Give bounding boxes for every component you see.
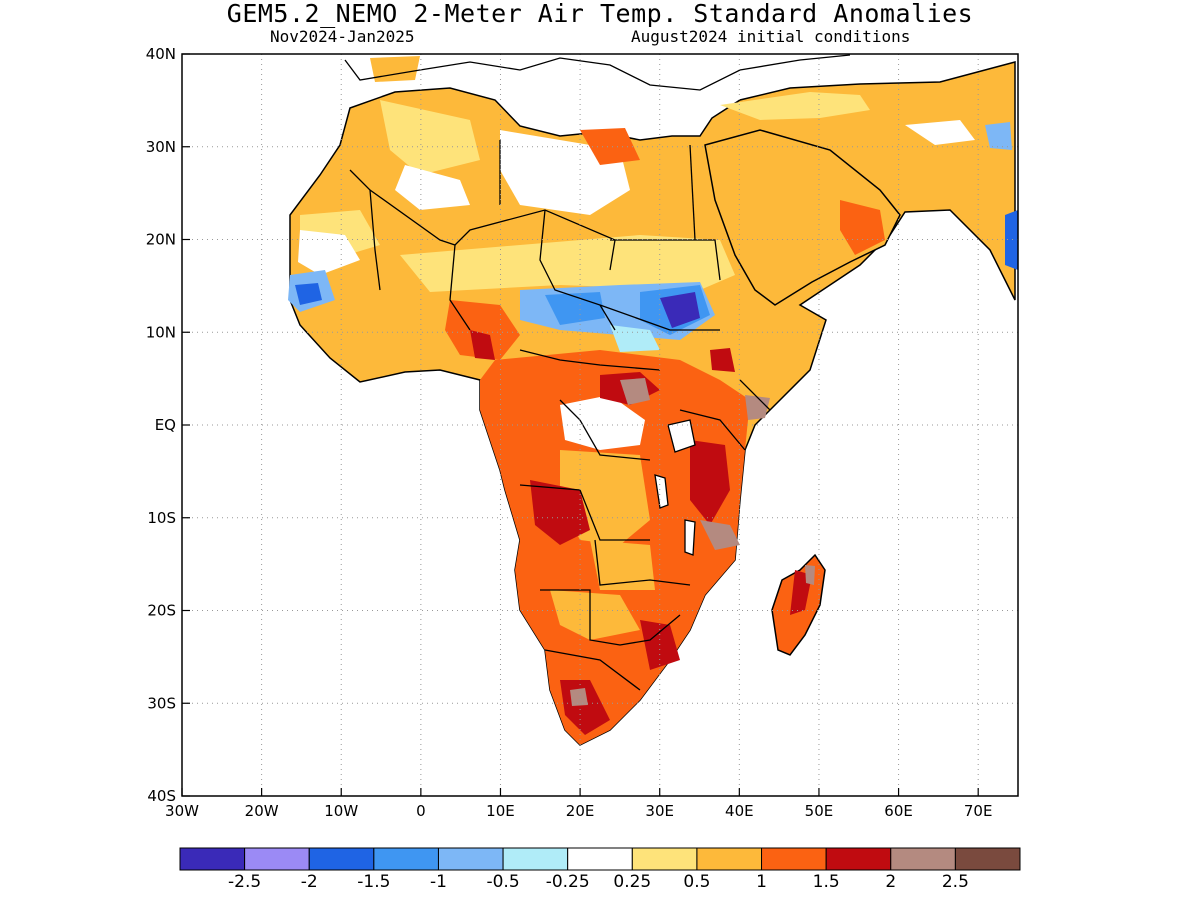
colorbar-label: -1.5 [357,872,390,892]
x-tick-label: 20W [245,802,279,820]
y-tick-label: 40S [147,787,176,805]
x-axis: 30W 20W 10W 0 10E 20E 30E 40E 50E 60E 70E [165,788,992,820]
y-axis: 40N 30N 20N 10N EQ 10S 20S 30S 40S [146,45,190,805]
y-tick-label: EQ [155,416,176,434]
colorbar-label: -0.25 [546,872,590,892]
x-tick-label: 30W [165,802,199,820]
y-tick-label: 10N [146,323,176,341]
forecast-period: Nov2024-Jan2025 [270,27,415,46]
colorbar-label: -2 [301,872,318,892]
colorbar-label: -1 [430,872,447,892]
colorbar-label: 0.5 [683,872,710,892]
colorbar-swatch [373,847,439,871]
colorbar-label: -2.5 [228,872,261,892]
colorbar-swatch [437,847,504,871]
colorbar-swatch [696,847,763,871]
colorbar-label: 1.5 [813,872,840,892]
colorbar-label: 1 [756,872,767,892]
x-tick-label: 40E [725,802,754,820]
x-tick-label: 70E [964,802,993,820]
colorbar-swatch [179,847,246,871]
colorbar-swatch [244,847,310,871]
colorbar-label: 2 [885,872,896,892]
x-tick-label: 50E [805,802,834,820]
colorbar-swatch [567,847,633,871]
x-tick-label: 0 [416,802,426,820]
colorbar-label: -0.5 [486,872,519,892]
colorbar-swatch [502,847,569,871]
lakes [654,419,696,556]
x-tick-label: 10W [324,802,358,820]
graticule [182,54,1018,796]
colorbar-swatch [761,847,827,871]
initial-conditions: August2024 initial conditions [631,27,911,46]
x-tick-label: 20E [566,802,595,820]
y-tick-label: 30S [147,694,176,712]
colorbar-swatch [825,847,892,871]
y-tick-label: 30N [146,138,176,156]
y-tick-label: 40N [146,45,176,63]
colorbar-swatch [631,847,698,871]
x-tick-label: 30E [645,802,674,820]
y-tick-label: 20N [146,231,176,249]
x-tick-label: 10E [486,802,515,820]
x-tick-label: 60E [884,802,913,820]
y-tick-label: 20S [147,602,176,620]
colorbar-label: 2.5 [942,872,969,892]
anomaly-field [288,54,1018,746]
colorbar-swatch [890,847,956,871]
arabia-landmass [704,129,901,306]
page-title: GEM5.2_NEMO 2-Meter Air Temp. Standard A… [226,0,974,28]
colorbar-swatch [308,847,375,871]
colorbar-swatch [954,847,1021,871]
colorbar: -2.5 -2 -1.5 -1 -0.5 -0.25 0.25 0.5 1 1.5 2 2.5 [179,847,1021,892]
y-tick-label: 10S [147,509,176,527]
colorbar-label: 0.25 [613,872,651,892]
europe-coast [344,54,851,91]
